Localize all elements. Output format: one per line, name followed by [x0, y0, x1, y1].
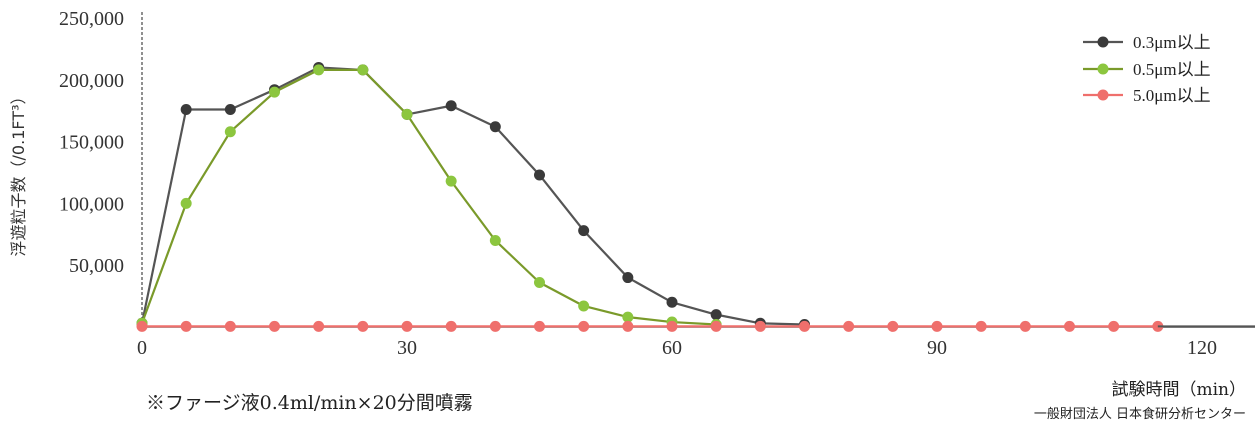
data-point: [799, 320, 810, 332]
x-tick-label: 90: [927, 337, 947, 359]
data-point: [1019, 320, 1031, 332]
y-tick-label: 100,000: [59, 193, 124, 215]
data-point: [357, 64, 369, 76]
legend-marker: [1097, 63, 1109, 75]
data-point: [445, 100, 457, 112]
x-axis-label: 試験時間（min）: [1111, 380, 1246, 400]
data-point: [180, 197, 192, 209]
legend: 0.3μm以上 0.5μm以上 5.0μm以上: [1083, 33, 1211, 105]
data-point: [534, 169, 545, 181]
x-tick-label: 120: [1187, 337, 1217, 359]
legend-label: 0.3μm以上: [1133, 33, 1211, 52]
legend-marker: [1097, 89, 1109, 101]
data-point: [401, 108, 413, 120]
data-point: [401, 320, 413, 332]
data-point: [445, 320, 457, 332]
data-point: [578, 225, 590, 237]
note-text: ※ファージ液0.4ml/min×20分間噴霧: [146, 392, 473, 414]
data-point: [622, 272, 634, 284]
credit-text: 一般財団法人 日本食研分析センター: [1033, 407, 1246, 422]
y-tick-label: 50,000: [69, 255, 124, 277]
data-point: [622, 311, 634, 323]
axes: 0 30 60 90 120 50,000 100,000 150,000 200,000 250…: [9, 8, 1255, 359]
y-tick-label: 150,000: [59, 132, 124, 154]
data-point: [489, 234, 501, 246]
data-point: [1108, 320, 1120, 332]
x-tick-label: 30: [397, 337, 417, 359]
data-point: [534, 277, 545, 289]
data-point: [534, 320, 545, 332]
data-point: [975, 320, 987, 332]
data-point: [1064, 320, 1075, 332]
series-2: [136, 320, 1164, 332]
x-tick-label: 60: [662, 337, 682, 359]
data-point: [269, 320, 280, 332]
legend-marker: [1097, 36, 1109, 48]
data-point: [887, 320, 899, 332]
x-tick-label: 0: [137, 337, 147, 359]
y-tick-label: 200,000: [59, 70, 124, 92]
data-point: [357, 320, 369, 332]
data-point: [843, 320, 855, 332]
y-axis-label: 浮遊粒子数（/0.1FT³）: [9, 89, 28, 257]
data-point: [622, 320, 634, 332]
data-point: [180, 103, 192, 115]
data-point: [224, 320, 236, 332]
data-point: [224, 103, 236, 115]
data-point: [489, 121, 501, 133]
data-point: [578, 320, 590, 332]
data-point: [710, 309, 722, 321]
data-point: [666, 320, 678, 332]
series-0: [136, 61, 810, 331]
data-point: [136, 320, 148, 332]
data-point: [489, 320, 501, 332]
legend-label: 5.0μm以上: [1133, 86, 1211, 105]
data-point: [710, 320, 722, 332]
data-point: [666, 296, 678, 308]
series-1: [136, 64, 722, 331]
data-point: [224, 126, 236, 138]
series-line: [140, 66, 805, 326]
series-line: [140, 68, 717, 326]
data-point: [313, 64, 325, 76]
data-point: [313, 320, 325, 332]
legend-item: 5.0μm以上: [1083, 86, 1211, 105]
legend-label: 0.5μm以上: [1133, 60, 1211, 79]
y-tick-label: 250,000: [59, 8, 124, 30]
data-point: [180, 320, 192, 332]
data-point: [269, 86, 280, 98]
data-point: [578, 300, 590, 312]
legend-item: 0.5μm以上: [1083, 60, 1211, 79]
data-point: [931, 320, 943, 332]
series-layer: [136, 61, 1255, 332]
legend-item: 0.3μm以上: [1083, 33, 1211, 52]
data-point: [445, 175, 457, 187]
data-point: [754, 320, 766, 332]
